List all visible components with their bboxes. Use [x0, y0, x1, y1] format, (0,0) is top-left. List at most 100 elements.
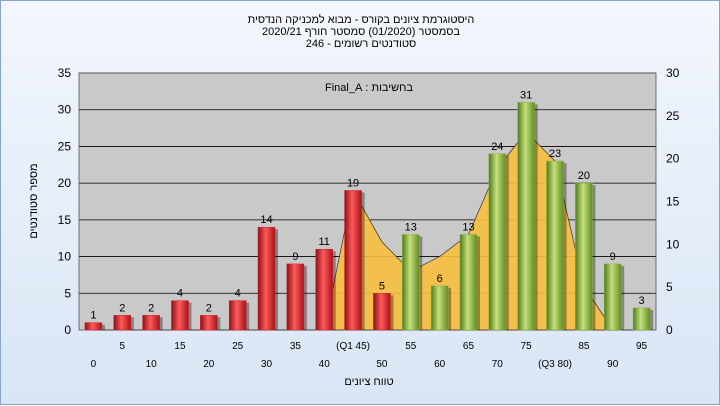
- x-tick-label: 20: [203, 359, 215, 370]
- y-tick-label: 0: [64, 323, 71, 337]
- bar-value-label: 2: [119, 302, 125, 314]
- y-tick-label: 35: [58, 66, 72, 80]
- bar: [575, 182, 593, 331]
- x-tick-label: 90: [607, 359, 619, 370]
- chart-title-line-2: בסמסטר (01/2020) סמסטר חורף 2020/21: [261, 26, 461, 38]
- x-tick-label: 85: [578, 341, 590, 352]
- x-tick-label: 75: [521, 341, 533, 352]
- bar-value-label: 11: [319, 236, 330, 248]
- bar: [344, 190, 362, 331]
- x-tick-label: 55: [405, 341, 417, 352]
- bar: [228, 300, 247, 331]
- bar-group: [546, 160, 567, 331]
- y-tick-label: 20: [58, 176, 72, 190]
- bar-value-label: 2: [206, 302, 212, 314]
- bar-group: [84, 322, 105, 331]
- x-tick-label: 95: [636, 341, 648, 352]
- bars: [84, 102, 654, 331]
- y-tick-label: 30: [58, 103, 72, 117]
- bar-value-label: 1: [90, 310, 96, 322]
- x-axis: 0 5 10 15 20 25 30 35 40 (Q1 45) 50 55 60 65 70 75 (Q3 8…: [91, 341, 648, 370]
- x-tick-label: 35: [290, 341, 302, 352]
- bar: [488, 153, 507, 331]
- y-tick-label: 5: [64, 286, 71, 300]
- bar-group: [459, 234, 480, 331]
- chart-title-line-1: היסטוגרמת ציונים בקורס - מבוא למכניקה הנ…: [247, 14, 475, 26]
- bar: [171, 300, 189, 331]
- x-tick-label: 0: [91, 359, 97, 370]
- chart-title-line-3: סטודנטים רשומים - 246: [305, 38, 417, 50]
- bar-group: [344, 190, 365, 331]
- bar: [459, 234, 478, 331]
- bar-group: [373, 293, 394, 331]
- bar-value-label: 24: [491, 141, 503, 153]
- bar: [142, 315, 160, 331]
- bar-group: [575, 182, 596, 331]
- bar-group: [603, 263, 625, 331]
- x-tick-label: 65: [463, 341, 475, 352]
- bar-value-label: 14: [260, 214, 272, 226]
- y2-tick-label: 25: [666, 109, 680, 123]
- y2-tick-label: 15: [666, 195, 680, 209]
- y2-tick-label: 0: [666, 323, 673, 337]
- y-tick-label: 15: [58, 213, 72, 227]
- bar-group: [286, 263, 307, 331]
- bar: [430, 285, 449, 331]
- bar-value-label: 4: [177, 288, 183, 300]
- bar-value-label: 20: [578, 170, 590, 182]
- bar-group: [430, 285, 452, 331]
- x-tick-label: 60: [434, 359, 446, 370]
- y-tick-label: 10: [58, 250, 72, 264]
- y2-axis: 0 5 10 15 20 25 30: [666, 66, 680, 337]
- bar-group: [171, 300, 192, 331]
- x-tick-label: 10: [146, 359, 158, 370]
- x-tick-label: (Q3 80): [538, 359, 572, 370]
- bar-group: [315, 248, 336, 331]
- x-tick-label: 30: [261, 359, 273, 370]
- y-axis: 0 5 10 15 20 25 30 35: [58, 66, 72, 337]
- bar-value-label: 5: [379, 280, 385, 292]
- chart-annotation: בחשיבות : Final_A: [325, 82, 413, 94]
- bar-value-label: 31: [520, 89, 532, 101]
- bar-value-label: 19: [347, 177, 359, 189]
- x-tick-label: 5: [119, 341, 125, 352]
- bar: [84, 322, 103, 331]
- y2-tick-label: 5: [666, 280, 673, 294]
- bar: [113, 315, 132, 331]
- y-tick-label: 25: [58, 139, 72, 153]
- bar-value-label: 2: [148, 302, 154, 314]
- bar: [546, 160, 564, 331]
- bar: [373, 293, 391, 331]
- bar-group: [488, 153, 509, 331]
- bar-value-label: 4: [235, 288, 241, 300]
- bar-group: [142, 315, 163, 331]
- bar-value-label: 9: [610, 251, 616, 263]
- y2-tick-label: 30: [666, 66, 680, 80]
- x-tick-label: 15: [174, 341, 186, 352]
- x-tick-label: 70: [492, 359, 504, 370]
- bar-group: [517, 102, 538, 331]
- bar-value-label: 6: [437, 273, 443, 285]
- x-tick-label: 50: [376, 359, 388, 370]
- bar-value-label: 13: [462, 222, 474, 234]
- bar-group: [200, 315, 221, 331]
- bar-group: [632, 307, 654, 331]
- bar-group: [402, 234, 423, 331]
- bar-group: [113, 315, 134, 331]
- bar: [315, 248, 333, 331]
- bar-group: [257, 226, 279, 331]
- bar: [632, 307, 651, 331]
- y-axis-title: מספר סטודנטים: [28, 163, 40, 238]
- bar-value-label: 9: [292, 251, 298, 263]
- x-tick-label: (Q1 45): [336, 341, 370, 352]
- y2-tick-label: 20: [666, 152, 680, 166]
- bar-value-label: 3: [639, 295, 645, 307]
- bar-value-label: 23: [549, 148, 561, 160]
- x-axis-title: טווח ציונים: [344, 376, 393, 388]
- bar-group: [228, 300, 250, 331]
- x-tick-label: 40: [319, 359, 331, 370]
- bar: [257, 226, 276, 331]
